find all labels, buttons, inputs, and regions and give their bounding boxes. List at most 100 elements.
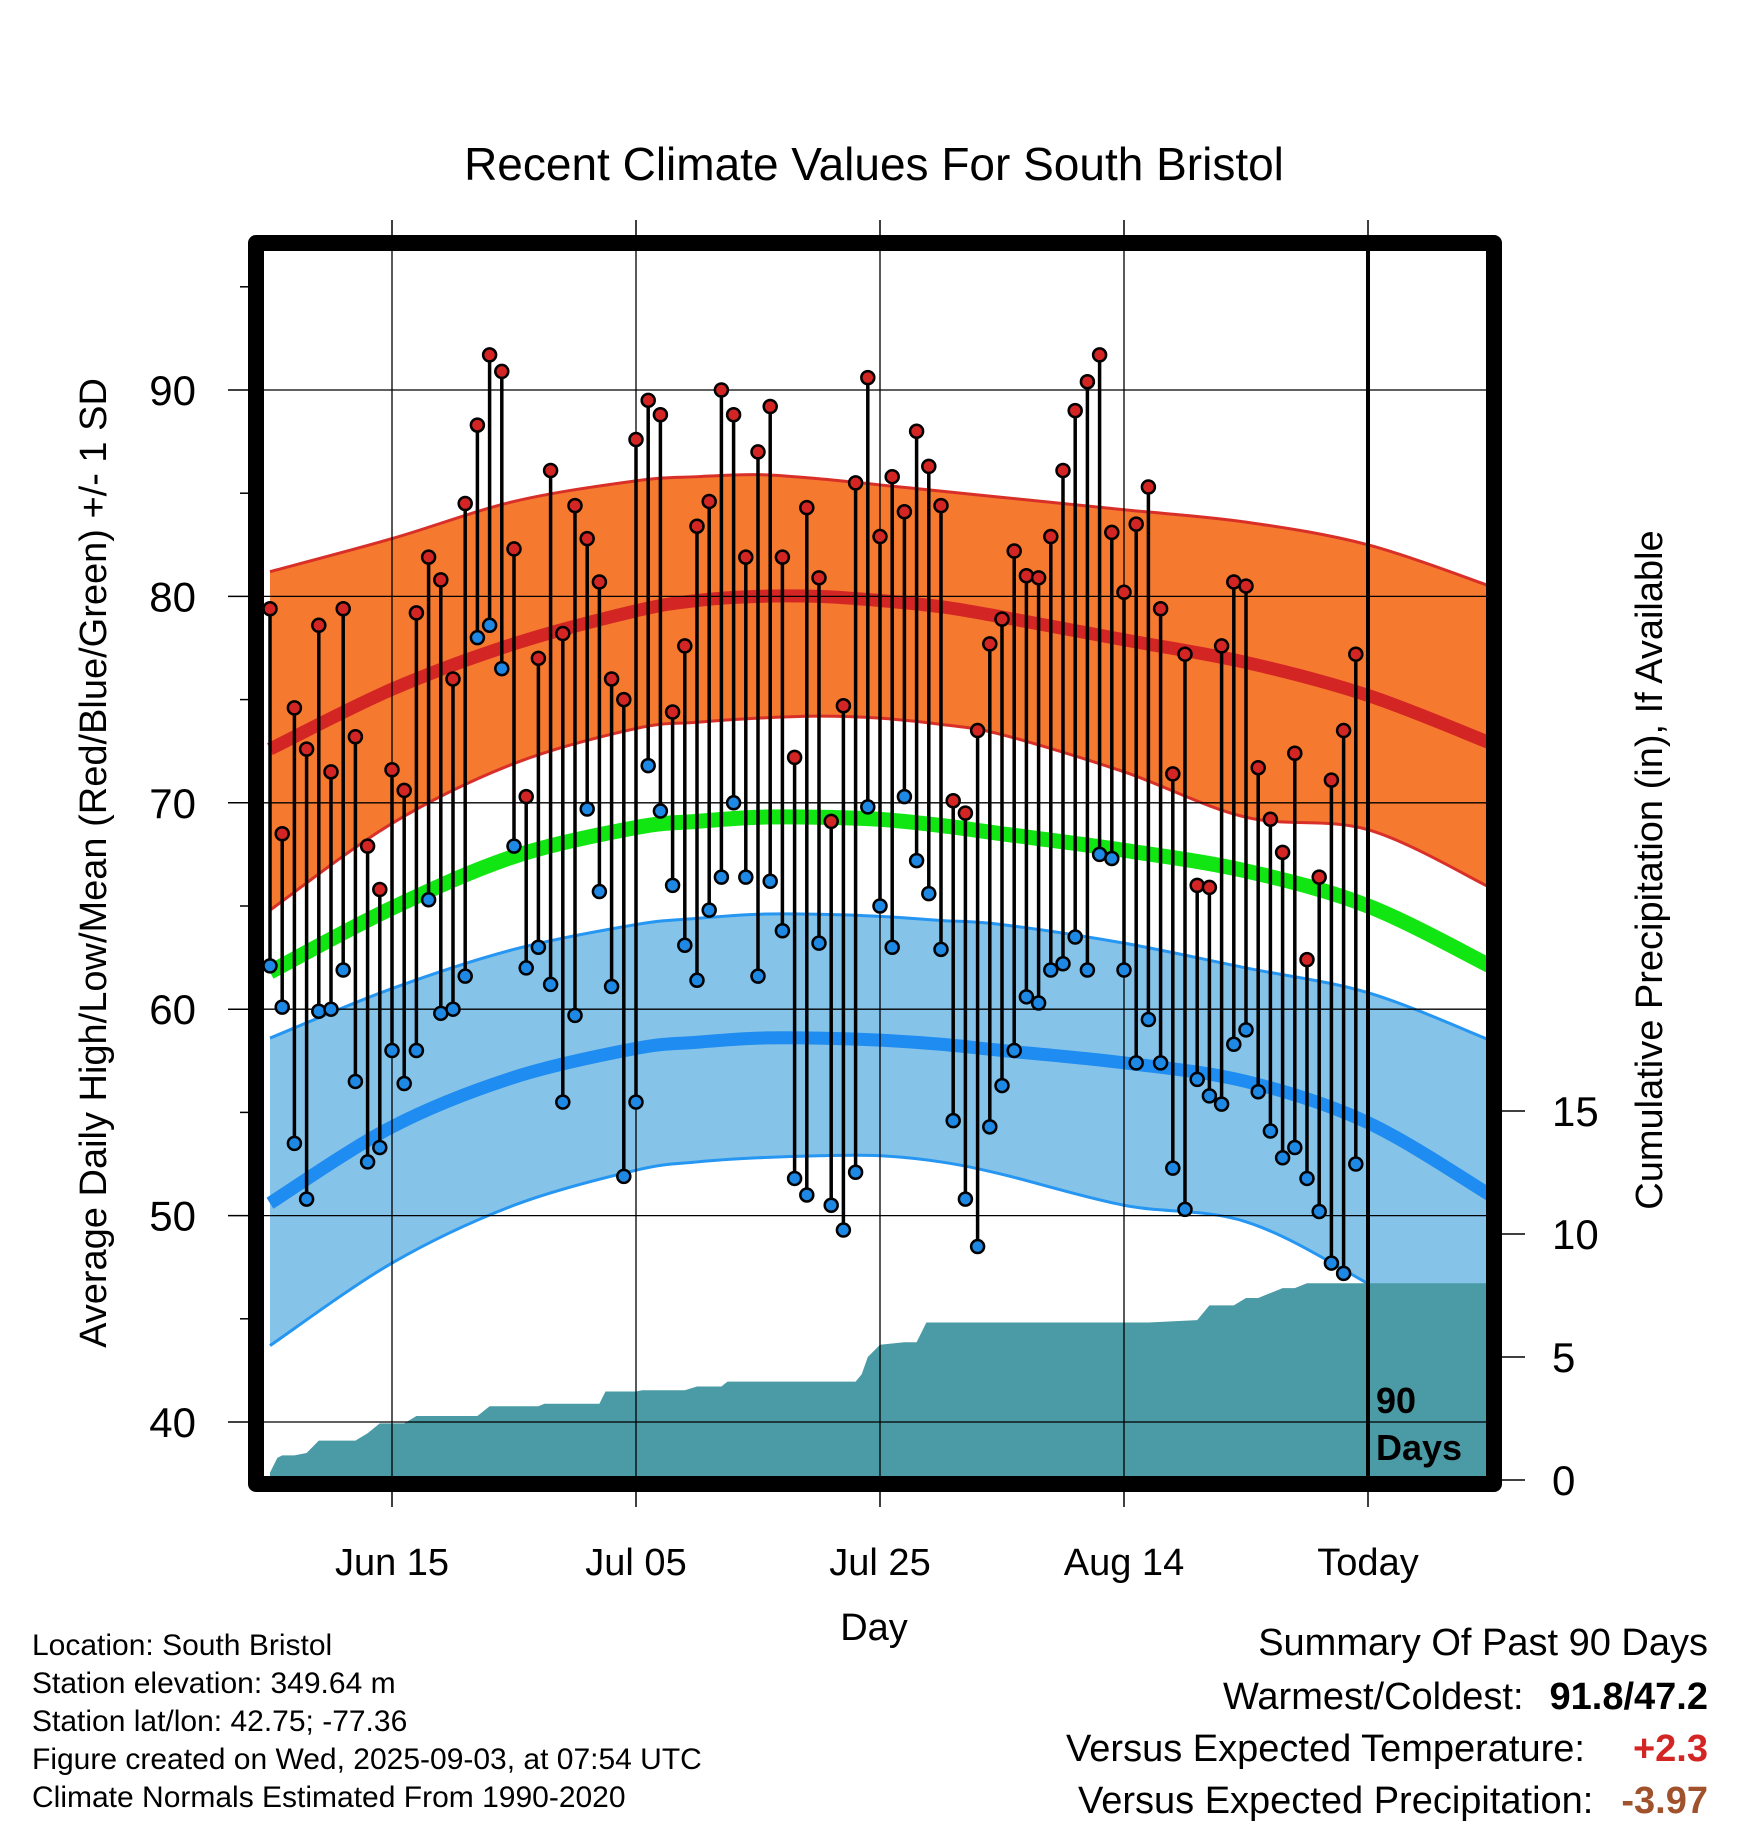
low-marker xyxy=(616,1168,632,1185)
low-marker xyxy=(762,873,778,889)
low-marker xyxy=(603,978,620,995)
high-marker xyxy=(542,462,559,479)
high-marker xyxy=(1274,844,1291,861)
high-marker xyxy=(457,495,473,512)
low-marker xyxy=(1067,929,1083,945)
info-latlon: Station lat/lon: 42.75; -77.36 xyxy=(32,1705,408,1738)
low-marker xyxy=(884,939,900,956)
low-marker xyxy=(738,869,754,885)
summary-heading: Summary Of Past 90 Days xyxy=(1258,1622,1708,1665)
high-marker xyxy=(994,611,1010,627)
low-marker xyxy=(1238,1022,1254,1038)
info-elevation: Station elevation: 349.64 m xyxy=(32,1667,396,1700)
high-marker xyxy=(1250,759,1266,776)
low-marker xyxy=(506,838,522,854)
low-marker xyxy=(1189,1071,1205,1088)
high-marker xyxy=(786,749,803,766)
warm-cold-value: 91.8/47.2 xyxy=(1549,1676,1708,1718)
high-marker xyxy=(1055,462,1071,479)
low-marker xyxy=(518,960,534,976)
high-marker xyxy=(872,528,888,545)
high-marker xyxy=(262,601,278,617)
high-marker xyxy=(347,729,364,745)
high-marker xyxy=(494,363,510,380)
temp-value: +2.3 xyxy=(1632,1728,1708,1770)
y-right-tick-label: 15 xyxy=(1552,1088,1599,1135)
high-marker xyxy=(860,369,876,386)
low-marker xyxy=(811,935,827,951)
high-marker xyxy=(591,574,608,590)
y-tick-label: 40 xyxy=(149,1399,196,1446)
low-marker xyxy=(799,1187,815,1203)
high-marker xyxy=(713,382,730,398)
low-marker xyxy=(786,1170,803,1187)
summary-heading-text: Summary Of Past 90 Days xyxy=(1258,1622,1708,1664)
x-tick-label: Jul 25 xyxy=(829,1542,930,1584)
low-marker xyxy=(982,1119,998,1135)
high-marker xyxy=(664,704,681,720)
high-marker xyxy=(1311,869,1327,885)
low-marker xyxy=(1262,1123,1279,1139)
plot-area: 90 Days 40 50 60 70 80 90 0 5 10 15 Jun 15 Jul 05 Jul … xyxy=(149,220,1599,1584)
low-marker xyxy=(860,799,876,815)
low-marker xyxy=(640,757,656,774)
high-marker xyxy=(738,549,754,565)
y-right-tick-label: 10 xyxy=(1552,1211,1599,1258)
high-marker xyxy=(1140,479,1157,495)
high-marker xyxy=(896,504,913,520)
high-marker xyxy=(750,444,766,460)
high-marker xyxy=(1335,722,1352,739)
high-marker xyxy=(1238,578,1254,594)
high-marker xyxy=(518,788,534,805)
low-marker xyxy=(1018,989,1035,1005)
low-marker xyxy=(494,660,510,677)
info-location: Location: South Bristol xyxy=(32,1629,333,1662)
y-tick-label: 80 xyxy=(149,573,196,620)
low-marker xyxy=(1226,1036,1242,1053)
high-marker xyxy=(823,813,839,830)
low-marker xyxy=(1287,1139,1303,1156)
high-marker xyxy=(1079,373,1096,390)
low-marker xyxy=(933,941,949,958)
low-marker xyxy=(945,1112,961,1129)
low-marker xyxy=(1140,1011,1157,1028)
y-tick-label: 60 xyxy=(149,986,196,1033)
precip-value: -3.97 xyxy=(1621,1780,1708,1822)
low-marker xyxy=(396,1075,412,1092)
low-marker xyxy=(530,939,547,956)
high-marker xyxy=(616,691,632,708)
low-marker xyxy=(1274,1150,1291,1166)
low-marker xyxy=(1250,1084,1266,1100)
low-marker xyxy=(908,852,925,869)
high-marker xyxy=(274,826,290,842)
x-axis-label: Day xyxy=(840,1607,908,1649)
low-marker xyxy=(823,1197,839,1214)
low-marker xyxy=(1335,1265,1352,1282)
low-marker xyxy=(994,1077,1010,1094)
low-marker xyxy=(323,1001,339,1017)
low-marker xyxy=(689,972,705,989)
high-marker xyxy=(1348,646,1364,662)
high-marker xyxy=(689,518,705,534)
low-marker xyxy=(677,937,693,953)
high-marker xyxy=(579,530,595,547)
high-marker xyxy=(1104,524,1120,541)
high-marker xyxy=(921,458,937,475)
summary-temp: Versus Expected Temperature: +2.3 xyxy=(1066,1728,1708,1771)
high-marker xyxy=(420,549,437,565)
low-marker xyxy=(1348,1156,1364,1172)
low-marker xyxy=(1079,962,1096,978)
low-marker xyxy=(957,1191,974,1207)
low-marker xyxy=(579,801,595,817)
low-marker xyxy=(1299,1170,1315,1187)
low-marker xyxy=(567,1007,583,1024)
y-right-tick-label: 0 xyxy=(1552,1457,1575,1504)
high-marker xyxy=(933,497,949,514)
high-marker xyxy=(481,347,498,363)
low-marker xyxy=(542,976,559,993)
high-marker xyxy=(908,423,925,440)
high-marker xyxy=(469,417,486,433)
high-marker xyxy=(335,601,351,617)
chart-title: Recent Climate Values For South Bristol xyxy=(464,138,1284,190)
low-marker xyxy=(1030,995,1047,1011)
